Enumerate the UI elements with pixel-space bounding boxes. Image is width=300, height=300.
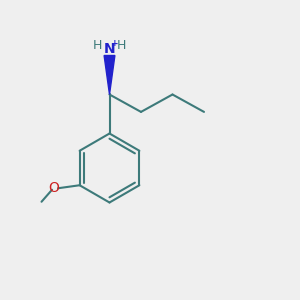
Text: N: N: [104, 42, 115, 56]
Text: +: +: [111, 39, 119, 48]
Polygon shape: [104, 56, 115, 94]
Text: O: O: [48, 181, 59, 195]
Text: H: H: [93, 39, 102, 52]
Text: H: H: [117, 39, 126, 52]
